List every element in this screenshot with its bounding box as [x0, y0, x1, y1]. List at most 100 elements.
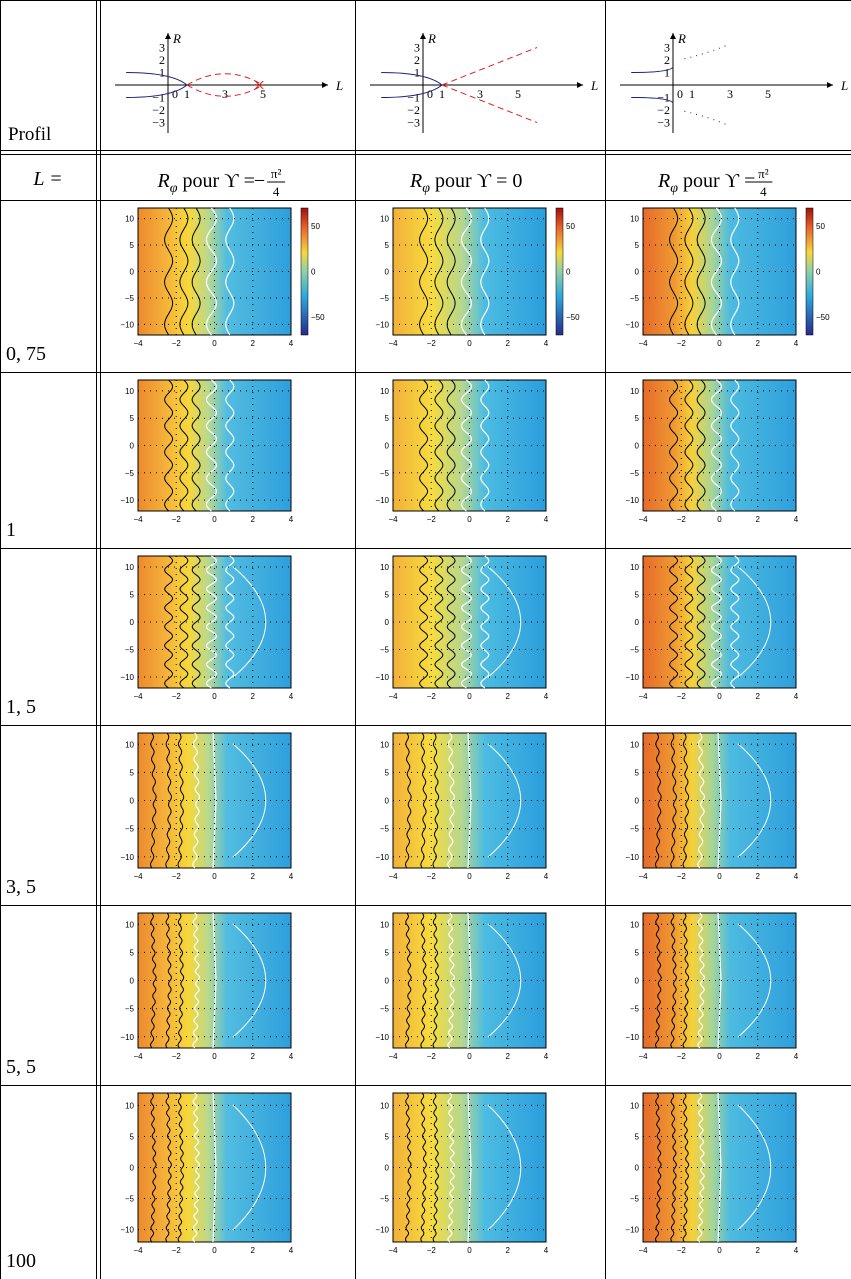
y-tick-label: 5 [635, 948, 640, 957]
x-tick-label: 4 [794, 692, 799, 701]
x-tick-label: −4 [133, 872, 143, 881]
column-header: Rφpour ϒ = [157, 170, 255, 196]
row-label: 1, 5 [6, 696, 36, 718]
x-tick-label: −2 [172, 339, 182, 348]
colorbar-tick-label: 50 [816, 222, 825, 231]
header-subscript: φ [422, 181, 430, 196]
x-tick-label: 4 [794, 1052, 799, 1061]
y-tick-label: 10 [630, 920, 639, 929]
x-tick-label: 4 [544, 1052, 549, 1061]
x-tick-label: 0 [212, 1246, 217, 1255]
x-tick-label: −2 [677, 1246, 687, 1255]
colorbar-tick-label: 50 [311, 222, 320, 231]
y-tick-label: −10 [625, 1033, 639, 1042]
x-tick-label: 2 [756, 1246, 761, 1255]
l-tick-label: 1 [689, 87, 695, 101]
x-tick-label: 2 [506, 1246, 511, 1255]
y-tick-label: 0 [130, 442, 135, 451]
y-tick-label: 0 [635, 618, 640, 627]
contour-plot: −4−20241050−5−10 [375, 733, 548, 881]
y-tick-label: −5 [630, 294, 640, 303]
x-tick-label: 4 [289, 1052, 294, 1061]
axis-label: R [677, 31, 686, 46]
profile-curve [126, 73, 187, 86]
y-tick-label: 5 [130, 948, 135, 957]
contour-plot: −4−20241050−5−10 [375, 913, 548, 1061]
x-tick-label: 2 [506, 515, 511, 524]
l-tick-label: 3 [222, 87, 228, 101]
colorbar-tick-label: −50 [566, 313, 580, 322]
x-tick-label: 2 [251, 339, 256, 348]
header-text: pour ϒ = 0 [435, 170, 522, 192]
y-tick-label: 10 [125, 1101, 134, 1110]
profile-curve [684, 111, 730, 126]
y-tick-label: 10 [380, 740, 389, 749]
profile-curve [381, 73, 442, 86]
row-label: 100 [6, 1250, 36, 1272]
y-tick-label: 10 [380, 215, 389, 224]
x-tick-label: 0 [212, 692, 217, 701]
y-tick-label: −5 [380, 294, 390, 303]
x-tick-label: −4 [133, 515, 143, 524]
profile-curve [442, 85, 537, 123]
y-tick-label: −10 [625, 1226, 639, 1235]
y-tick-label: 10 [125, 387, 134, 396]
x-tick-label: 2 [251, 692, 256, 701]
x-tick-label: 2 [756, 692, 761, 701]
row-header: L = [32, 168, 62, 190]
y-tick-label: 10 [125, 563, 134, 572]
x-tick-label: 4 [289, 339, 294, 348]
x-tick-label: 0 [467, 692, 472, 701]
r-tick-label: −3 [407, 116, 420, 130]
x-tick-label: 0 [717, 515, 722, 524]
y-tick-label: 0 [635, 268, 640, 277]
y-tick-label: 0 [635, 797, 640, 806]
colorbar-tick-label: 50 [566, 222, 575, 231]
x-tick-label: 2 [251, 1052, 256, 1061]
x-tick-label: −4 [638, 515, 648, 524]
header-subscript: φ [170, 181, 178, 196]
y-tick-label: −5 [125, 1005, 135, 1014]
y-tick-label: 5 [130, 414, 135, 423]
contour-plot: −4−20241050−5−10 [120, 556, 293, 701]
x-tick-label: −4 [133, 692, 143, 701]
y-tick-label: 10 [125, 920, 134, 929]
x-tick-label: −2 [677, 692, 687, 701]
x-tick-label: 0 [467, 515, 472, 524]
y-tick-label: 0 [385, 442, 390, 451]
x-tick-label: 0 [717, 692, 722, 701]
y-tick-label: 10 [380, 563, 389, 572]
y-tick-label: −5 [380, 1005, 390, 1014]
x-tick-label: −2 [427, 692, 437, 701]
header-subscript: φ [670, 181, 678, 196]
y-tick-label: −10 [625, 320, 639, 329]
y-tick-label: 5 [635, 768, 640, 777]
y-tick-label: −5 [380, 1195, 390, 1204]
colorbar [556, 208, 563, 335]
y-tick-label: 5 [385, 591, 390, 600]
row-label: 0, 75 [6, 343, 46, 365]
y-tick-label: −10 [625, 673, 639, 682]
x-tick-label: −2 [172, 1052, 182, 1061]
y-tick-label: −10 [375, 496, 389, 505]
x-tick-label: 2 [506, 872, 511, 881]
x-tick-label: −4 [133, 339, 143, 348]
contour-plot: −4−20241050−5−10 [375, 556, 548, 701]
r-tick-label: 1 [414, 66, 420, 80]
plot-field [393, 380, 546, 511]
x-tick-label: 4 [289, 872, 294, 881]
y-tick-label: 0 [385, 1164, 390, 1173]
y-tick-label: −5 [630, 646, 640, 655]
x-tick-label: 0 [717, 872, 722, 881]
contour-plot: −4−20241050−5−10500−50 [625, 208, 830, 348]
header-denominator: 4 [273, 184, 280, 199]
contour-plot: −4−20241050−5−10500−50 [120, 208, 325, 348]
colorbar-tick-label: 0 [566, 268, 571, 277]
x-tick-label: −2 [677, 1052, 687, 1061]
row-label: 3, 5 [6, 876, 36, 898]
y-tick-label: −5 [380, 646, 390, 655]
y-tick-label: −5 [125, 1195, 135, 1204]
contour-plot: −4−20241050−5−10 [625, 733, 798, 881]
